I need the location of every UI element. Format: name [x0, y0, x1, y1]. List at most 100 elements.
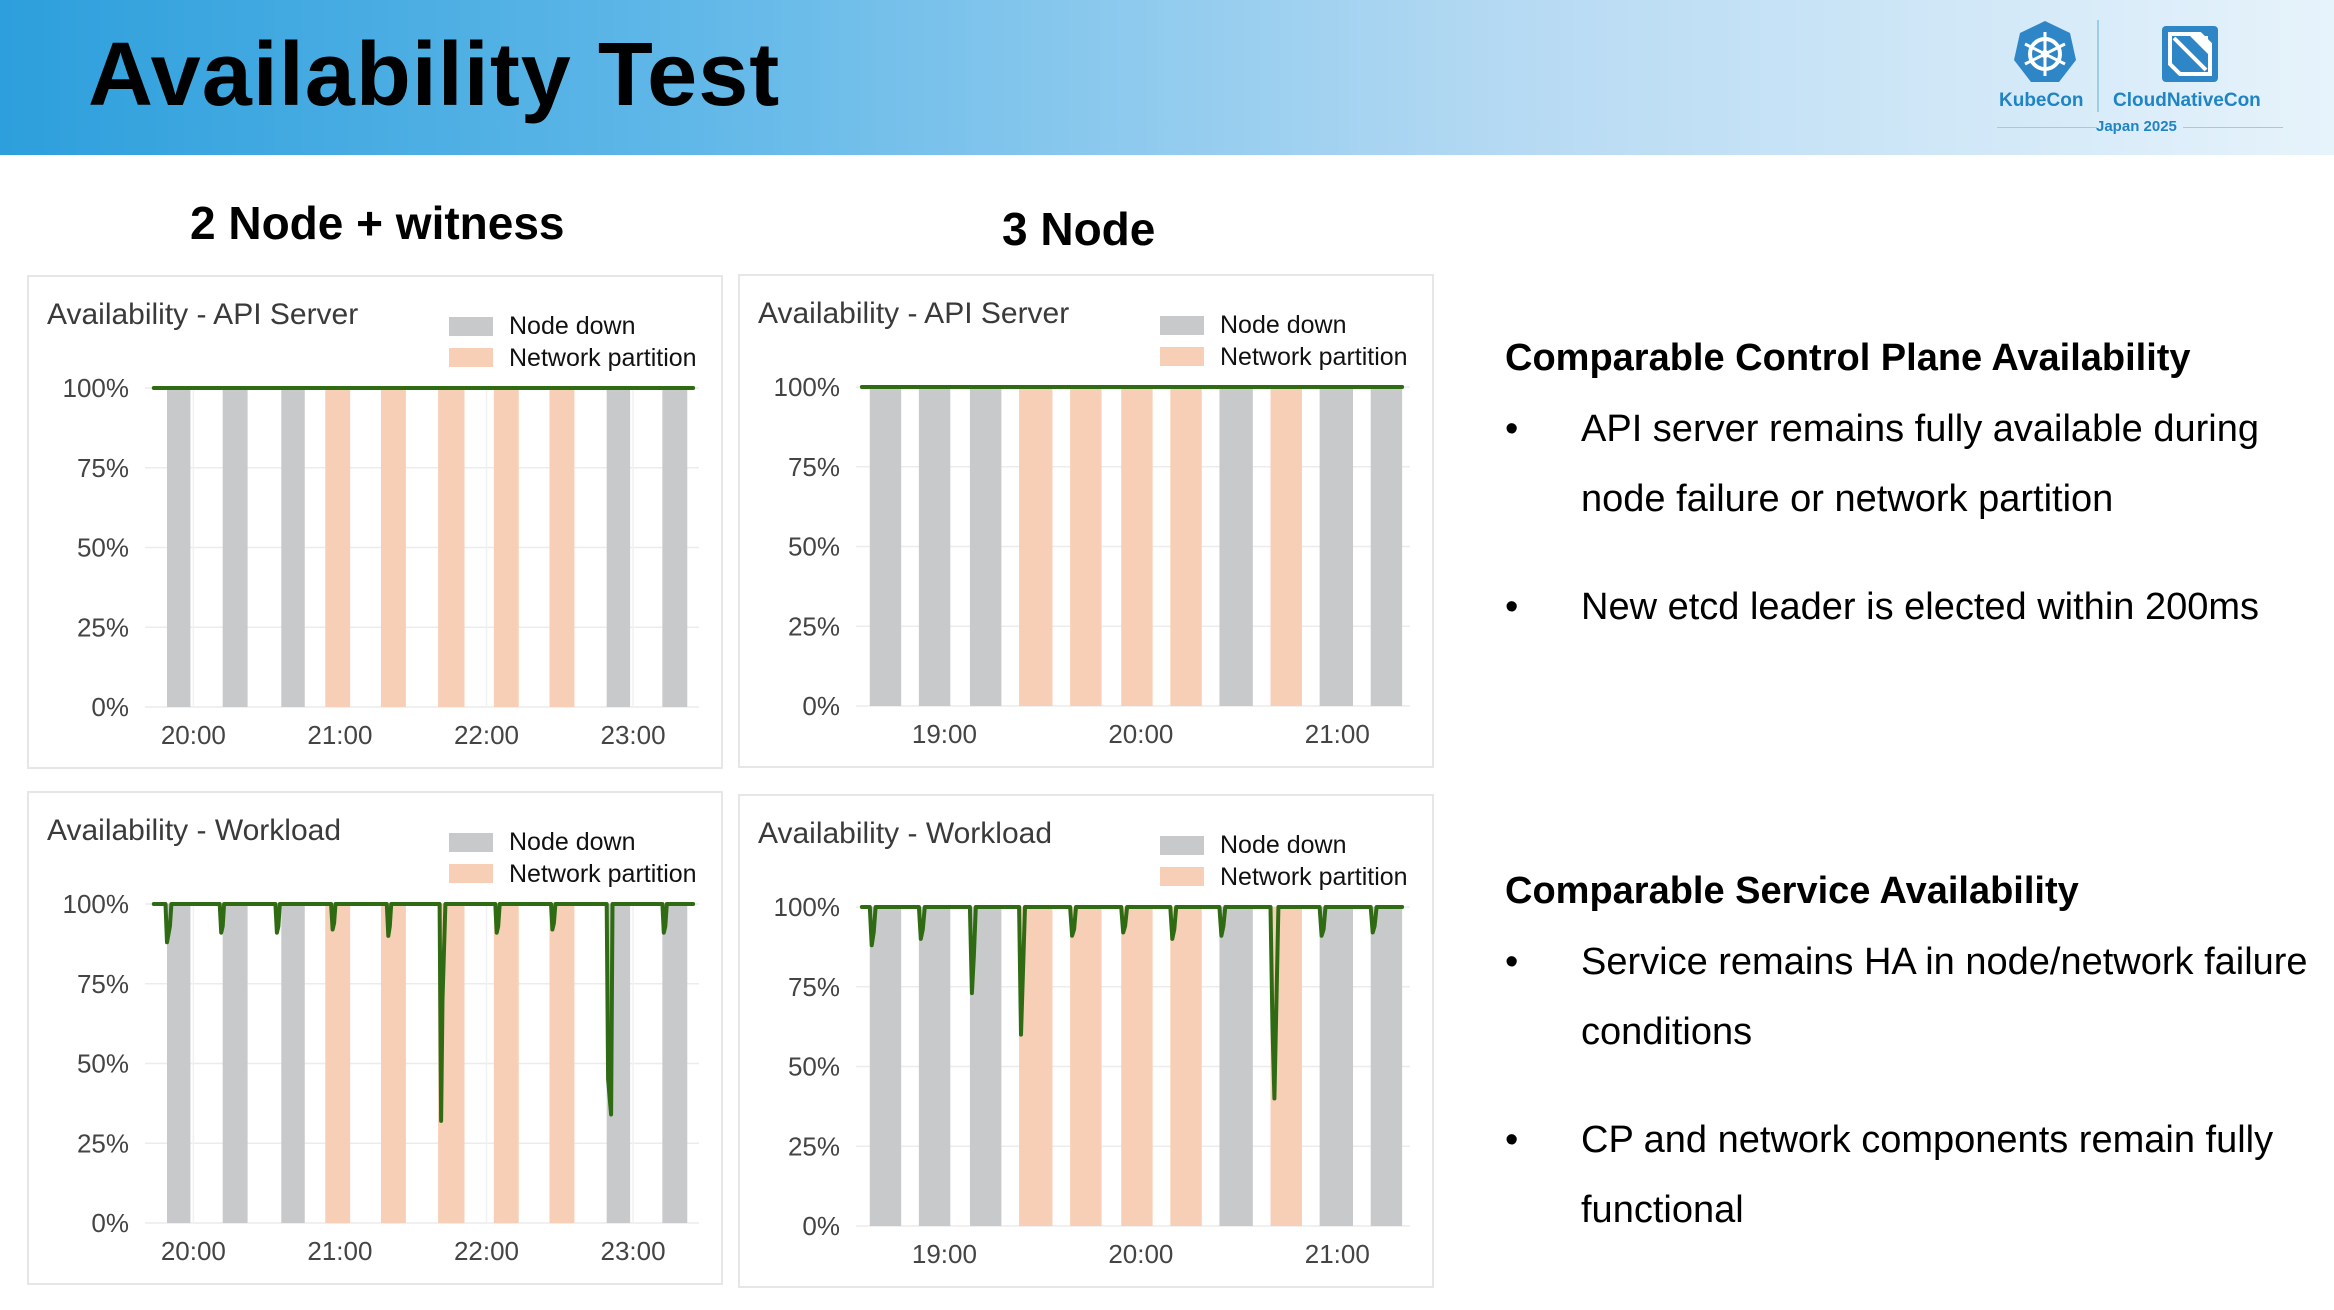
- logo-divider: [2097, 20, 2099, 112]
- logo-right-label: CloudNativeCon: [2113, 90, 2261, 111]
- chart-panel-workload-3node: Availability - Workload Node down Network …: [738, 794, 1434, 1288]
- chart-panel-api-3node: Availability - API Server Node down Networ…: [738, 274, 1434, 768]
- bullet-item: • API server remains fully available dur…: [1505, 394, 2315, 534]
- y-tick-label: 75%: [788, 452, 840, 482]
- y-tick-label: 50%: [77, 533, 129, 563]
- band-node-down: [606, 388, 631, 707]
- band-node-down: [166, 904, 191, 1223]
- chart-api-3node: Availability - API Server Node down Networ…: [758, 297, 1410, 749]
- y-tick-label: 100%: [774, 892, 841, 922]
- legend-swatch-network-partition: [449, 348, 493, 367]
- x-tick-label: 19:00: [912, 1239, 977, 1269]
- bullet-dot-icon: •: [1505, 586, 1519, 628]
- kubernetes-wheel-icon: [2014, 21, 2076, 82]
- x-tick-label: 23:00: [601, 720, 666, 750]
- y-tick-label: 0%: [802, 1211, 840, 1241]
- legend-swatch-node-down: [1160, 316, 1204, 335]
- x-tick-label: 22:00: [454, 720, 519, 750]
- logo-line-left: [1997, 127, 2097, 128]
- band-network-partition: [1070, 387, 1102, 706]
- band-node-down: [222, 388, 248, 707]
- y-tick-label: 50%: [788, 532, 840, 562]
- bullet-dot-icon: •: [1505, 1119, 1519, 1161]
- y-tick-label: 25%: [77, 612, 129, 642]
- bullet-item: • CP and network components remain fully…: [1505, 1105, 2315, 1245]
- service-section: Comparable Service Availability • Servic…: [1505, 870, 2315, 1283]
- series-line: [859, 905, 1405, 1101]
- bullet-dot-icon: •: [1505, 941, 1519, 983]
- x-tick-label: 22:00: [454, 1236, 519, 1266]
- logo-sub-label: Japan 2025: [2096, 118, 2177, 135]
- y-tick-label: 25%: [788, 1131, 840, 1161]
- x-tick-label: 20:00: [161, 720, 226, 750]
- band-node-down: [918, 907, 951, 1226]
- legend-label-node-down: Node down: [1220, 311, 1346, 339]
- band-network-partition: [493, 388, 519, 707]
- chart-panel-api-2node: Availability - API Server Node down Networ…: [27, 275, 723, 769]
- band-network-partition: [380, 904, 406, 1223]
- logo-line-right: [2183, 127, 2283, 128]
- band-node-down: [222, 904, 248, 1223]
- band-node-down: [1219, 387, 1253, 706]
- band-node-down: [918, 387, 951, 706]
- x-tick-label: 21:00: [307, 720, 372, 750]
- bullet-item: • Service remains HA in node/network fai…: [1505, 927, 2315, 1067]
- band-network-partition: [1070, 907, 1102, 1226]
- y-tick-label: 75%: [77, 969, 129, 999]
- band-network-partition: [1121, 387, 1153, 706]
- left-column-title: 2 Node + witness: [190, 197, 565, 249]
- y-tick-label: 0%: [802, 691, 840, 721]
- bullet-dot-icon: •: [1505, 408, 1519, 450]
- band-network-partition: [1170, 907, 1202, 1226]
- legend-label-node-down: Node down: [509, 828, 635, 856]
- legend-label-network-partition: Network partition: [1220, 343, 1408, 371]
- y-tick-label: 25%: [788, 611, 840, 641]
- legend-swatch-node-down: [449, 833, 493, 852]
- band-node-down: [1319, 387, 1354, 706]
- band-node-down: [869, 387, 902, 706]
- y-tick-label: 100%: [63, 889, 130, 919]
- legend-swatch-network-partition: [1160, 347, 1204, 366]
- event-logo: KubeCon CloudNativeCon Japan 2025: [1995, 16, 2285, 138]
- legend-swatch-network-partition: [1160, 867, 1204, 886]
- band-node-down: [969, 387, 1002, 706]
- band-network-partition: [1121, 907, 1153, 1226]
- legend-swatch-node-down: [449, 317, 493, 336]
- bullet-text: New etcd leader is elected within 200ms: [1581, 586, 2260, 628]
- service-title: Comparable Service Availability: [1505, 870, 2079, 912]
- bullet-item: • New etcd leader is elected within 200m…: [1505, 572, 2315, 642]
- band-node-down: [662, 904, 688, 1223]
- x-tick-label: 20:00: [161, 1236, 226, 1266]
- cloudnative-logo-icon: [2162, 26, 2218, 82]
- legend-label-network-partition: Network partition: [509, 860, 697, 888]
- band-network-partition: [493, 904, 519, 1223]
- series-line: [151, 902, 696, 1123]
- band-network-partition: [325, 388, 351, 707]
- x-tick-label: 21:00: [307, 1236, 372, 1266]
- band-node-down: [869, 907, 902, 1226]
- band-node-down: [166, 388, 191, 707]
- y-tick-label: 0%: [91, 692, 129, 722]
- control-plane-section: Comparable Control Plane Availability • …: [1505, 337, 2315, 680]
- legend-label-network-partition: Network partition: [1220, 863, 1408, 891]
- control-plane-title: Comparable Control Plane Availability: [1505, 337, 2191, 379]
- y-tick-label: 0%: [91, 1208, 129, 1238]
- band-network-partition: [549, 904, 575, 1223]
- legend-label-network-partition: Network partition: [509, 344, 697, 372]
- legend-label-node-down: Node down: [1220, 831, 1346, 859]
- band-node-down: [662, 388, 688, 707]
- y-tick-label: 75%: [77, 453, 129, 483]
- legend-label-node-down: Node down: [509, 312, 635, 340]
- y-tick-label: 50%: [788, 1052, 840, 1082]
- bullet-text: API server remains fully available durin…: [1581, 408, 2259, 520]
- band-network-partition: [1170, 387, 1202, 706]
- y-tick-label: 25%: [77, 1128, 129, 1158]
- chart-panel-workload-2node: Availability - Workload Node down Network …: [27, 791, 723, 1285]
- chart-workload-3node: Availability - Workload Node down Network …: [758, 817, 1410, 1269]
- y-tick-label: 75%: [788, 972, 840, 1002]
- legend-swatch-network-partition: [449, 864, 493, 883]
- band-network-partition: [325, 904, 351, 1223]
- header-banner: Availability Test KubeCon CloudNativeCon…: [0, 0, 2334, 155]
- chart-api-2node: Availability - API Server Node down Networ…: [47, 298, 699, 750]
- y-tick-label: 50%: [77, 1049, 129, 1079]
